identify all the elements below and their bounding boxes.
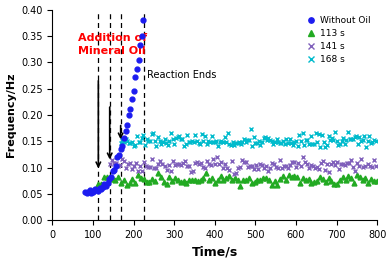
Without Oil (91, 191, 95, 194)
Without Oil (105, 182, 110, 185)
168 s (248, 128, 253, 131)
Without Oil (104, 184, 109, 187)
Without Oil (93, 187, 97, 191)
Without Oil (123, 129, 128, 132)
Without Oil (86, 190, 91, 193)
Without Oil (96, 189, 100, 192)
Without Oil (130, 98, 134, 101)
113 s (170, 180, 174, 183)
Without Oil (141, 19, 146, 22)
141 s (140, 169, 145, 172)
113 s (238, 184, 243, 187)
Line: 113 s: 113 s (96, 171, 379, 188)
Without Oil (136, 58, 141, 61)
Line: 168 s: 168 s (118, 127, 378, 150)
Without Oil (89, 191, 94, 194)
Without Oil (110, 170, 115, 173)
168 s (211, 140, 216, 143)
113 s (204, 172, 209, 175)
168 s (323, 146, 328, 149)
Without Oil (131, 89, 136, 92)
Without Oil (84, 191, 89, 195)
113 s (181, 180, 186, 183)
168 s (373, 140, 378, 143)
Text: Addition of
Mineral Oil: Addition of Mineral Oil (78, 33, 147, 56)
Without Oil (138, 43, 143, 46)
Without Oil (134, 68, 139, 71)
Without Oil (100, 186, 105, 189)
141 s (189, 171, 193, 174)
Without Oil (128, 107, 133, 110)
113 s (321, 177, 325, 180)
Without Oil (120, 144, 125, 148)
Without Oil (118, 148, 123, 151)
113 s (374, 179, 379, 182)
Without Oil (115, 156, 120, 159)
168 s (118, 141, 123, 144)
113 s (162, 181, 166, 184)
113 s (249, 182, 254, 185)
Text: Reaction Ends: Reaction Ends (147, 70, 216, 80)
141 s (107, 163, 112, 166)
Without Oil (87, 189, 92, 192)
168 s (144, 137, 149, 140)
Without Oil (122, 137, 126, 140)
113 s (241, 179, 246, 182)
Without Oil (102, 183, 107, 186)
113 s (96, 182, 101, 186)
Without Oil (125, 124, 129, 127)
Y-axis label: Frequency/Hz: Frequency/Hz (5, 73, 16, 157)
Legend: Without Oil, 113 s, 141 s, 168 s: Without Oil, 113 s, 141 s, 168 s (304, 14, 373, 66)
141 s (231, 172, 236, 175)
Without Oil (109, 175, 113, 178)
Without Oil (127, 114, 131, 117)
Without Oil (133, 75, 138, 78)
168 s (162, 138, 167, 141)
141 s (325, 162, 329, 166)
Without Oil (83, 190, 87, 194)
141 s (197, 162, 201, 165)
168 s (357, 135, 362, 138)
168 s (295, 145, 300, 148)
141 s (130, 168, 134, 171)
141 s (300, 155, 305, 158)
Without Oil (140, 34, 144, 37)
Without Oil (97, 187, 102, 190)
Without Oil (112, 168, 116, 171)
Without Oil (117, 154, 122, 157)
Line: 141 s: 141 s (107, 154, 378, 176)
141 s (373, 164, 378, 168)
Without Oil (107, 177, 112, 180)
Line: Without Oil: Without Oil (82, 18, 146, 195)
Without Oil (94, 188, 99, 191)
168 s (258, 144, 263, 147)
X-axis label: Time/s: Time/s (192, 246, 238, 258)
141 s (327, 170, 331, 173)
Without Oil (99, 187, 103, 190)
Without Oil (113, 165, 118, 168)
